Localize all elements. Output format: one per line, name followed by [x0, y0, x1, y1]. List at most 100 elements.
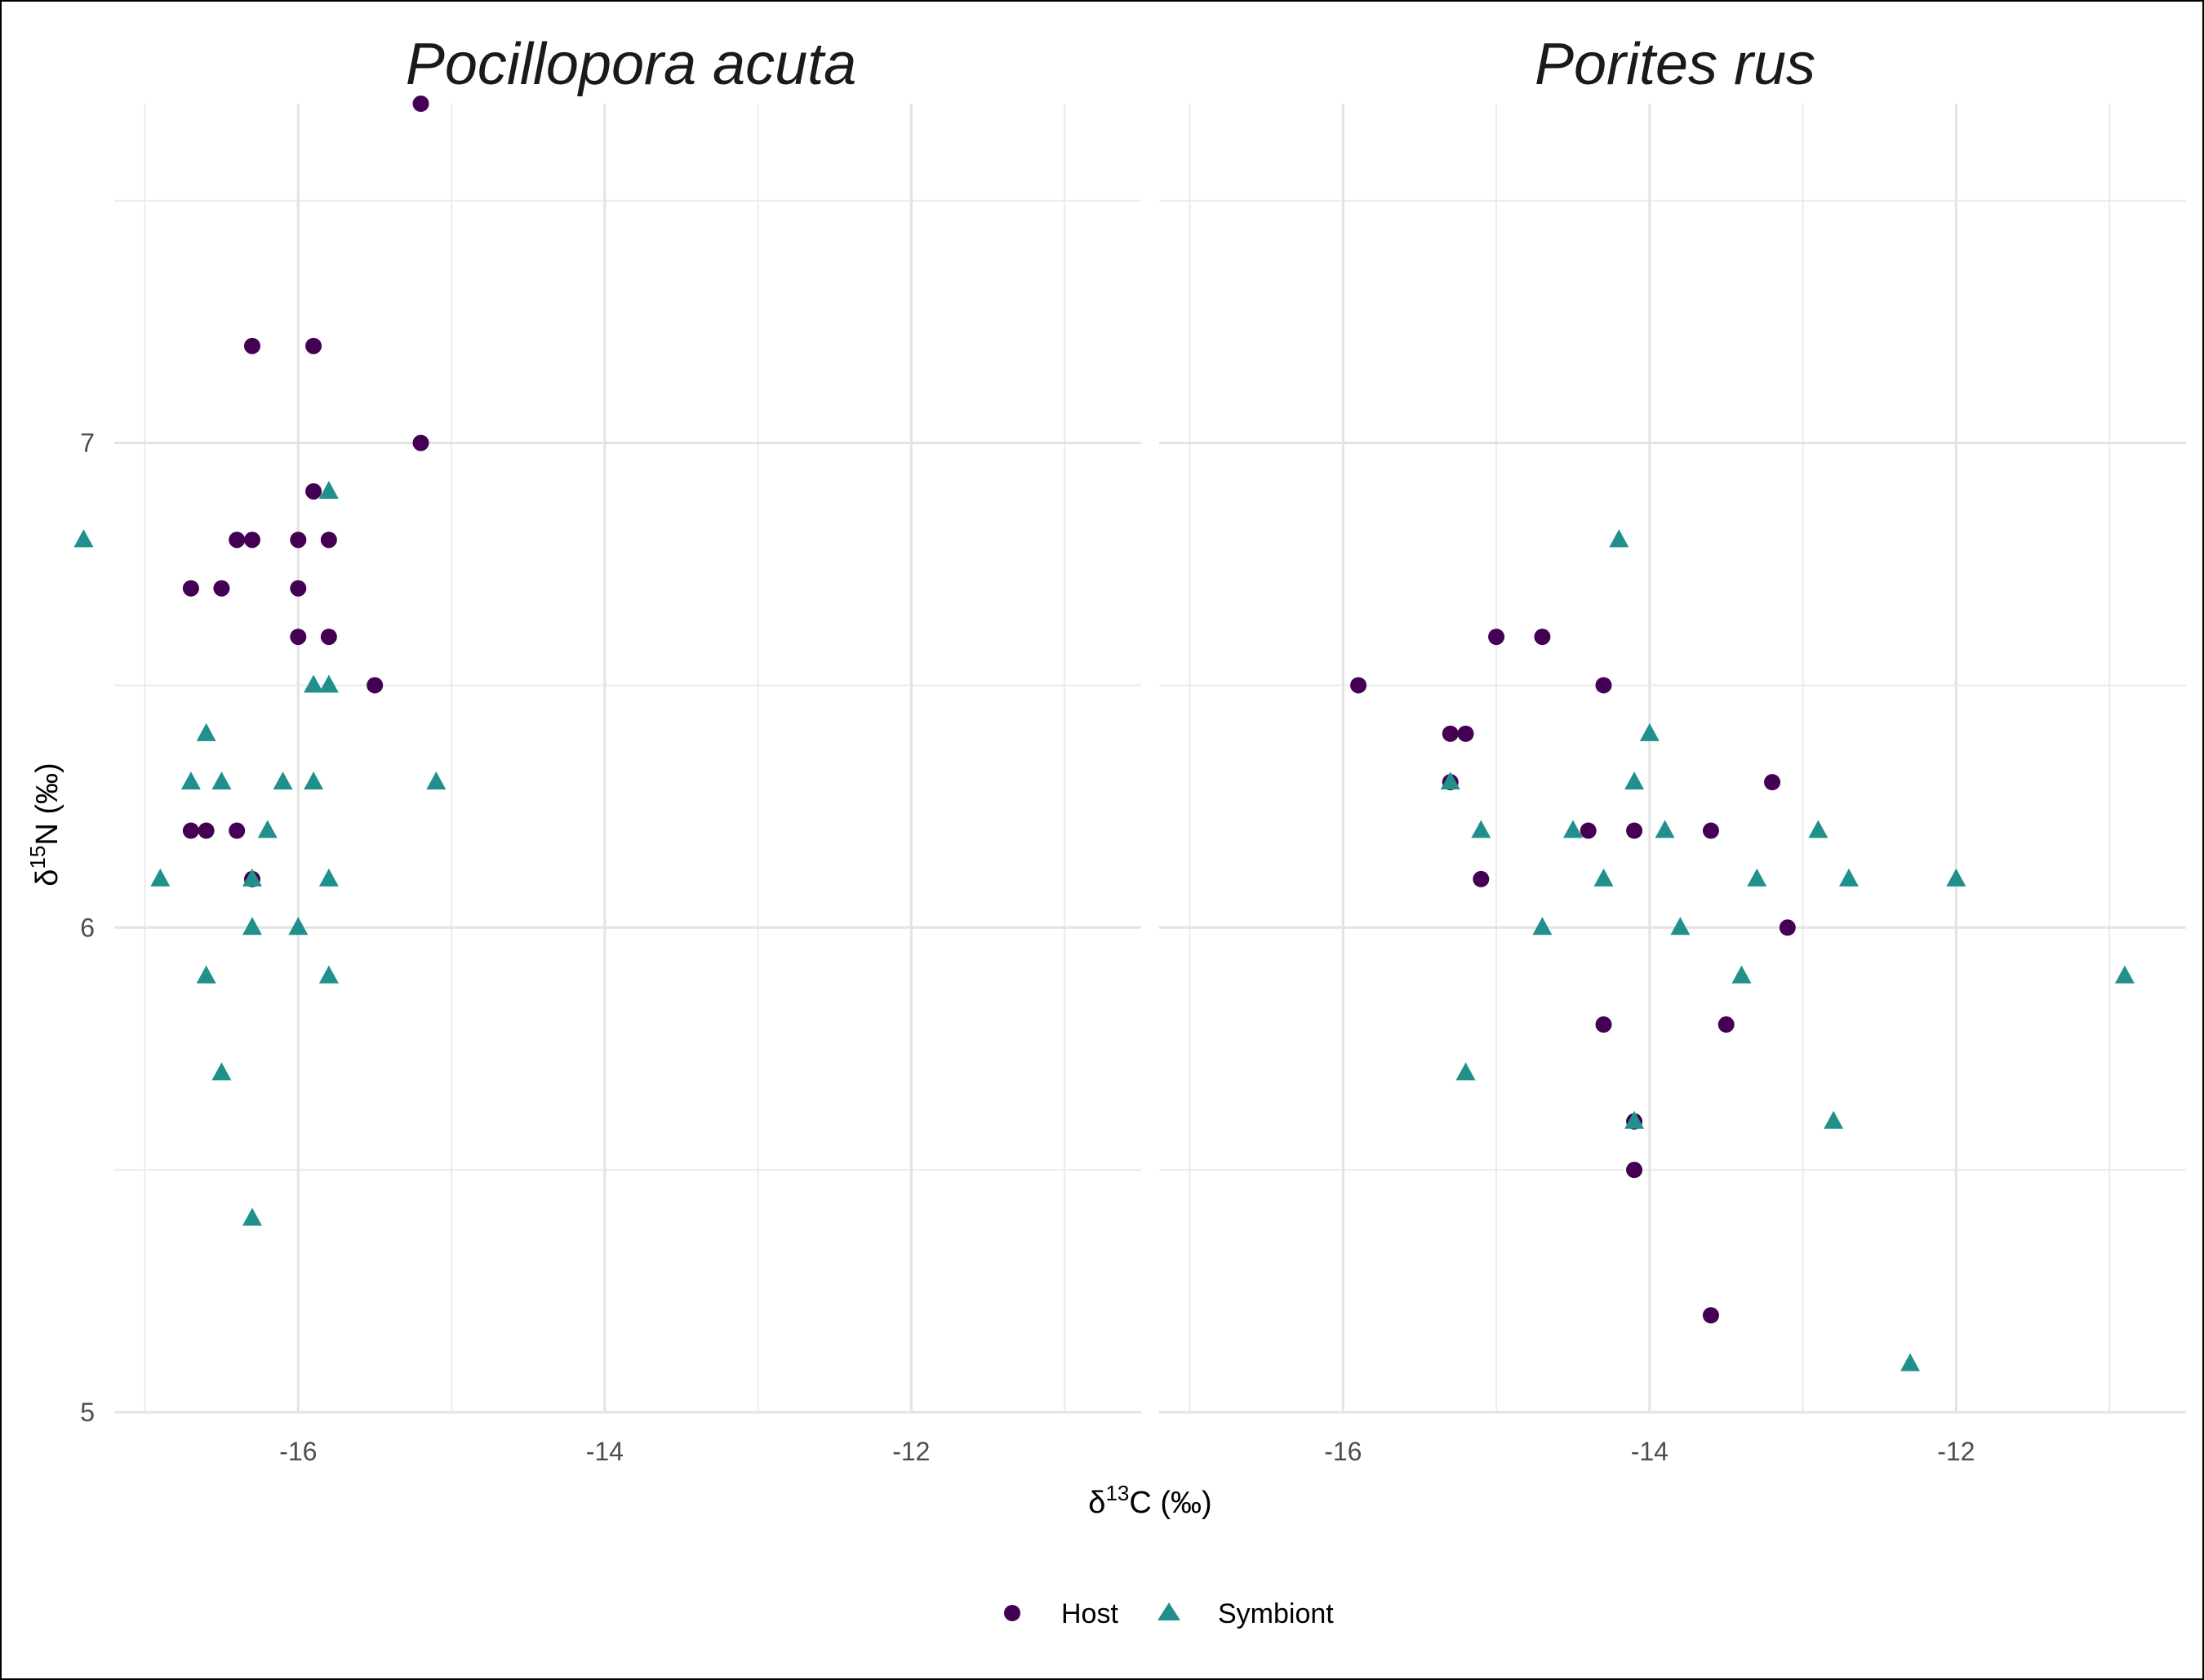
legend-symbiont-key — [1158, 1602, 1180, 1620]
legend-host-label: Host — [1061, 1598, 1118, 1629]
symbiont-point — [180, 771, 201, 790]
legend-symbiont-label: Symbiont — [1218, 1598, 1334, 1629]
x-tick-label: -14 — [586, 1437, 624, 1466]
symbiont-point — [1440, 771, 1460, 790]
y-tick-label: 5 — [80, 1398, 95, 1427]
symbiont-point — [196, 965, 216, 984]
symbiont-point — [426, 771, 447, 790]
host-point — [243, 531, 260, 549]
panel-pocillopora-acuta: Pocillopora acuta -16 -14 -12 — [73, 32, 1141, 1466]
host-point — [412, 96, 429, 112]
host-point — [1626, 1162, 1643, 1179]
host-point — [1457, 725, 1474, 742]
x-axis-title-base: δ — [1088, 1486, 1105, 1520]
symbiont-point — [304, 771, 324, 790]
host-point — [1442, 725, 1459, 742]
host-point — [320, 531, 337, 549]
host-point — [1350, 677, 1367, 694]
symbiont-point — [1624, 1110, 1645, 1129]
symbiont-point — [1593, 868, 1614, 887]
panel-1-points — [73, 96, 447, 1226]
panel-1-gridlines — [114, 104, 1141, 1414]
host-point — [243, 337, 260, 354]
panel-2-gridlines — [1159, 104, 2186, 1414]
x-tick-label: -16 — [1324, 1437, 1362, 1466]
host-point — [1595, 677, 1612, 694]
symbiont-point — [1532, 917, 1553, 936]
symbiont-point — [273, 771, 293, 790]
symbiont-point — [1946, 868, 1966, 887]
panel-2-points — [1350, 529, 2135, 1371]
y-axis-title-base: δ — [30, 869, 64, 887]
y-tick-label: 7 — [80, 429, 95, 458]
y-axis-title: δ15N (‰) — [25, 762, 64, 886]
x-axis-title-sup: 13 — [1105, 1481, 1129, 1505]
host-point — [412, 434, 429, 451]
symbiont-point — [318, 480, 339, 499]
y-axis-title-rest: N (‰) — [30, 762, 64, 845]
host-point — [229, 531, 246, 549]
host-point — [213, 580, 230, 597]
symbiont-point — [1824, 1110, 1844, 1129]
panel-porites-rus: Porites rus -16 -14 -12 — [1159, 32, 2186, 1466]
symbiont-point — [318, 674, 339, 693]
panel-2-x-tick-labels: -16 -14 -12 — [1324, 1437, 1975, 1466]
symbiont-point — [73, 529, 94, 548]
symbiont-point — [1731, 965, 1752, 984]
symbiont-point — [1471, 820, 1491, 838]
symbiont-point — [196, 722, 216, 741]
symbiont-point — [1900, 1353, 1921, 1371]
legend: Host Symbiont — [1004, 1598, 1334, 1629]
y-tick-label: 6 — [80, 913, 95, 942]
symbiont-point — [1838, 868, 1859, 887]
host-point — [320, 629, 337, 646]
symbiont-point — [1455, 1062, 1476, 1081]
x-tick-label: -12 — [1937, 1437, 1975, 1466]
host-point — [182, 580, 199, 597]
symbiont-point — [1670, 917, 1691, 936]
host-point — [290, 531, 307, 549]
host-point — [1534, 629, 1551, 646]
symbiont-point — [304, 674, 324, 693]
symbiont-point — [150, 868, 171, 887]
symbiont-point — [288, 917, 309, 936]
host-point — [198, 822, 215, 839]
symbiont-point — [1747, 868, 1767, 887]
host-point — [305, 337, 322, 354]
panel-1-x-tick-labels: -16 -14 -12 — [279, 1437, 930, 1466]
panel-1-title: Pocillopora acuta — [406, 32, 856, 97]
host-point — [367, 677, 384, 694]
symbiont-point — [242, 917, 262, 936]
host-point — [1702, 822, 1719, 839]
symbiont-point — [1639, 722, 1660, 741]
symbiont-point — [2114, 965, 2135, 984]
host-point — [1488, 629, 1505, 646]
y-axis-title-sup: 15 — [25, 846, 50, 869]
host-point — [1779, 919, 1796, 936]
symbiont-point — [211, 1062, 232, 1081]
symbiont-point — [257, 820, 278, 838]
panel-2-title: Porites rus — [1535, 32, 1815, 97]
symbiont-point — [318, 965, 339, 984]
symbiont-point — [1808, 820, 1829, 838]
symbiont-point — [1624, 771, 1645, 790]
x-tick-label: -12 — [892, 1437, 930, 1466]
x-axis-title: δ13C (‰) — [1088, 1481, 1211, 1520]
host-point — [1473, 870, 1490, 887]
host-point — [290, 629, 307, 646]
host-point — [1717, 1016, 1735, 1033]
host-point — [290, 580, 307, 597]
symbiont-point — [318, 868, 339, 887]
symbiont-point — [242, 868, 262, 887]
legend-host-key — [1004, 1605, 1020, 1621]
x-tick-label: -14 — [1631, 1437, 1669, 1466]
host-point — [1764, 774, 1781, 791]
symbiont-point — [1562, 820, 1583, 838]
x-axis-title-rest: C (‰) — [1129, 1486, 1211, 1520]
x-tick-label: -16 — [279, 1437, 317, 1466]
symbiont-point — [1655, 820, 1675, 838]
symbiont-point — [1609, 529, 1629, 548]
y-tick-labels: 5 6 7 — [80, 429, 95, 1427]
host-point — [1702, 1307, 1719, 1324]
